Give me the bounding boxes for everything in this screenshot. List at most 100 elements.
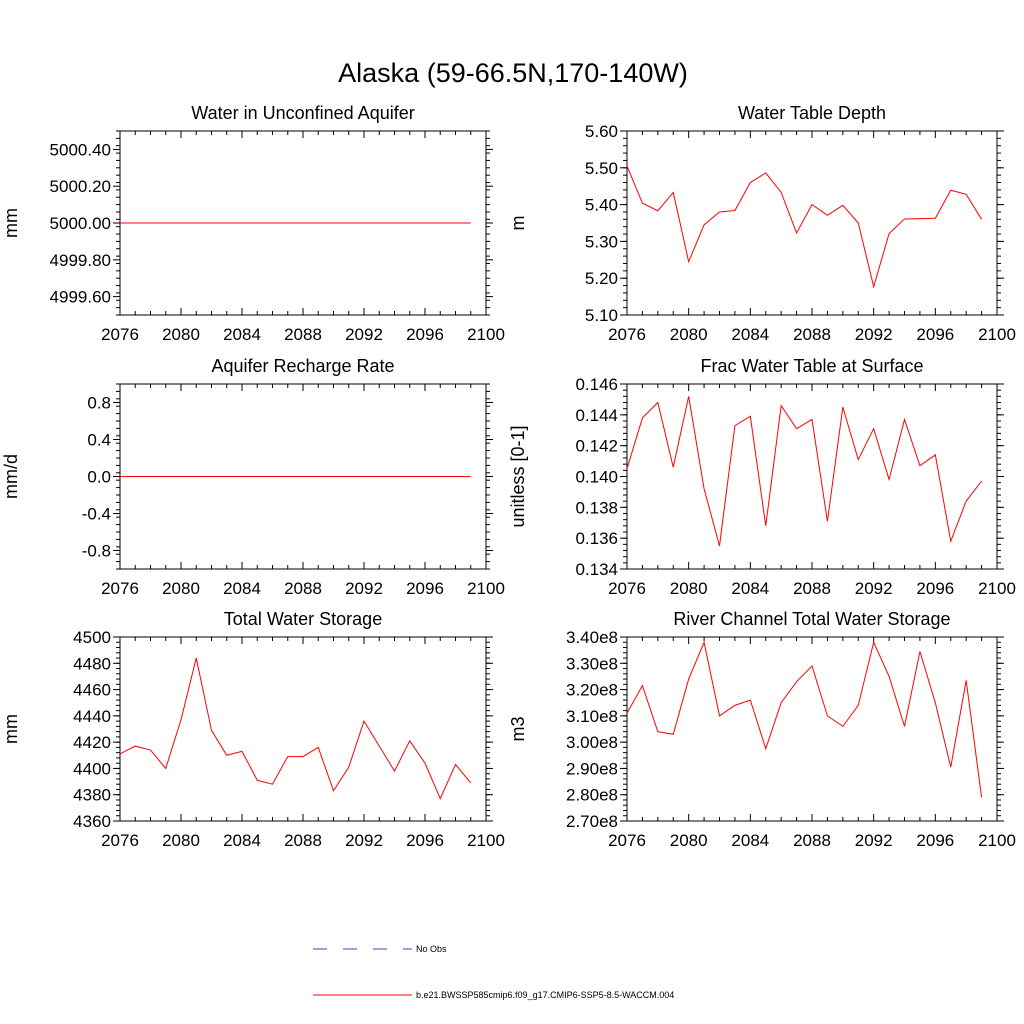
data-point	[287, 756, 288, 757]
x-tick-label: 2076	[101, 831, 139, 850]
y-tick-label: 0.142	[575, 437, 618, 456]
data-point	[827, 215, 828, 216]
data-point	[333, 222, 334, 223]
data-point	[626, 713, 627, 714]
data-point	[333, 790, 334, 791]
series-line	[119, 657, 472, 800]
legend-model-label: b.e21.BWSSP585cmip6.f09_g17.CMIP6-SSP5-8…	[416, 990, 674, 1000]
data-point	[827, 521, 828, 522]
data-point	[703, 488, 704, 489]
y-tick-label: 4440	[73, 707, 111, 726]
data-point	[440, 476, 441, 477]
data-point	[858, 459, 859, 460]
data-point	[241, 222, 242, 223]
data-point	[919, 218, 920, 219]
data-point	[180, 476, 181, 477]
y-tick-label: 5.40	[585, 196, 618, 215]
data-point	[950, 767, 951, 768]
data-point	[873, 286, 874, 287]
series-line	[626, 165, 983, 289]
x-tick-label: 2080	[162, 579, 200, 598]
data-point	[409, 476, 410, 477]
y-axis-label: m	[508, 216, 528, 231]
data-point	[935, 702, 936, 703]
data-point	[935, 454, 936, 455]
x-tick-label: 2096	[406, 579, 444, 598]
data-point	[873, 428, 874, 429]
data-point	[455, 476, 456, 477]
data-point	[919, 651, 920, 652]
y-tick-label: 2.90e8	[566, 759, 618, 778]
data-point	[966, 501, 967, 502]
y-tick-label: 3.40e8	[566, 628, 618, 647]
y-tick-label: 5.30	[585, 232, 618, 251]
panel-river-channel-total-water-storage: River Channel Total Water Storage 2076 208…	[508, 609, 1016, 850]
y-tick-label: -0.8	[82, 542, 111, 561]
x-tick-label: 2084	[731, 325, 769, 344]
data-point	[842, 726, 843, 727]
data-point	[424, 222, 425, 223]
panel-frac-water-table-at-surface: Frac Water Table at Surface 2076 2080 2084 2…	[508, 356, 1016, 598]
x-tick-label: 2080	[162, 831, 200, 850]
x-tick-label: 2088	[793, 325, 831, 344]
data-point	[827, 715, 828, 716]
y-axis-label: mm	[1, 208, 21, 238]
y-tick-label: 2.70e8	[566, 812, 618, 831]
data-point	[626, 468, 627, 469]
x-tick-label: 2092	[855, 325, 893, 344]
data-point	[904, 419, 905, 420]
data-point	[455, 764, 456, 765]
plot-frame	[119, 636, 487, 822]
data-point	[688, 261, 689, 262]
data-point	[688, 396, 689, 397]
x-tick-label: 2076	[608, 579, 646, 598]
panels: Water in Unconfined Aquifer 2076 2080 2084 2…	[1, 103, 1016, 850]
x-tick-label: 2100	[978, 831, 1016, 850]
data-point	[272, 476, 273, 477]
data-point	[734, 425, 735, 426]
data-point	[119, 476, 120, 477]
data-point	[440, 798, 441, 799]
data-point	[424, 476, 425, 477]
x-tick-label: 2076	[101, 325, 139, 344]
data-point	[135, 222, 136, 223]
x-tick-label: 2096	[916, 325, 954, 344]
data-point	[318, 747, 319, 748]
y-tick-label: 0.140	[575, 468, 618, 487]
x-tick-label: 2096	[406, 831, 444, 850]
series-line	[626, 640, 983, 798]
panel-title: Total Water Storage	[224, 609, 382, 629]
data-point	[257, 222, 258, 223]
x-tick-label: 2100	[467, 831, 505, 850]
data-point	[842, 407, 843, 408]
data-point	[165, 768, 166, 769]
y-tick-label: 0.4	[87, 431, 111, 450]
data-point	[657, 210, 658, 211]
data-point	[966, 680, 967, 681]
data-point	[257, 476, 258, 477]
y-axis-label: unitless [0-1]	[508, 425, 528, 527]
data-point	[888, 479, 889, 480]
data-point	[703, 224, 704, 225]
x-tick-label: 2092	[345, 579, 383, 598]
data-point	[842, 205, 843, 206]
x-tick-label: 2100	[467, 579, 505, 598]
data-point	[211, 730, 212, 731]
data-point	[657, 402, 658, 403]
data-point	[888, 676, 889, 677]
x-tick-label: 2080	[670, 831, 708, 850]
y-tick-label: 5000.20	[50, 177, 111, 196]
data-point	[950, 190, 951, 191]
data-point	[165, 476, 166, 477]
data-point	[750, 416, 751, 417]
figure-title: Alaska (59-66.5N,170-140W)	[338, 58, 688, 88]
y-tick-label: 0.138	[575, 498, 618, 517]
plot-frame	[626, 383, 998, 570]
data-point	[119, 753, 120, 754]
data-point	[703, 642, 704, 643]
data-point	[409, 222, 410, 223]
x-tick-label: 2092	[855, 831, 893, 850]
data-point	[394, 770, 395, 771]
data-point	[287, 222, 288, 223]
